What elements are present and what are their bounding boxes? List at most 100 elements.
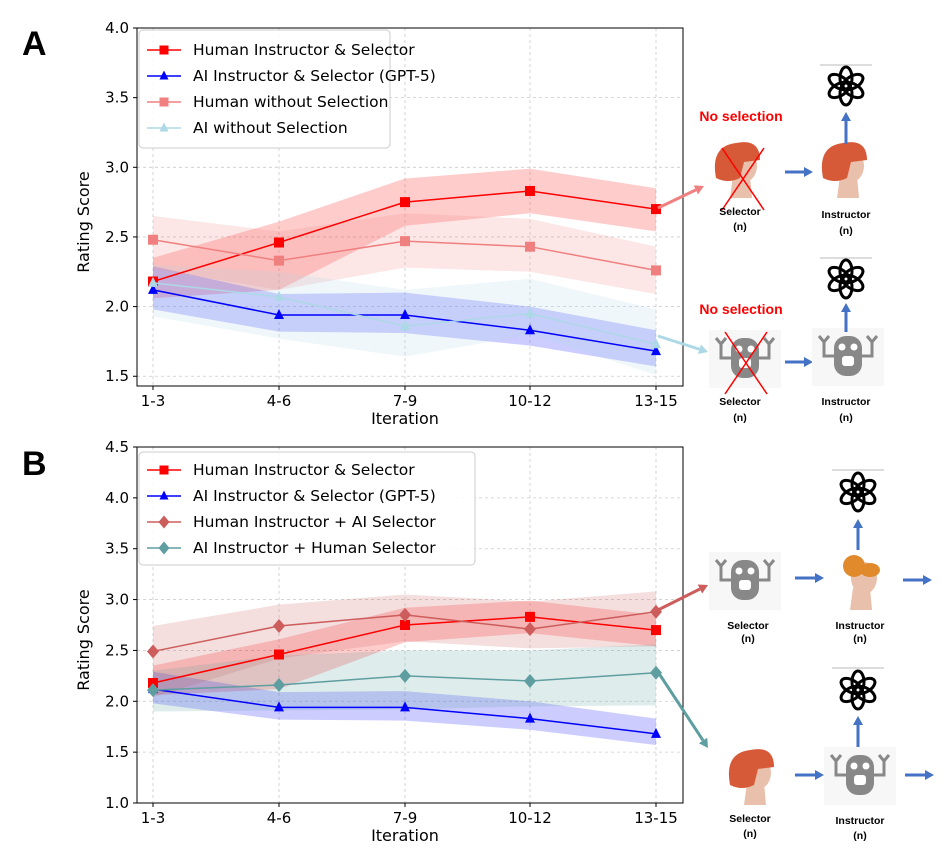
diagram-label: Instructor (835, 815, 884, 827)
robot-arm (759, 344, 771, 360)
x-tick-label: 13-15 (634, 809, 678, 827)
data-point (159, 45, 169, 55)
x-axis-label: Iteration (371, 826, 439, 845)
robot-eye (747, 345, 755, 353)
legend-label: Human Instructor & Selector (193, 41, 415, 59)
data-point (400, 197, 410, 208)
robot-hand (714, 559, 728, 569)
logo-petal (827, 265, 851, 285)
connector-arrow (656, 671, 708, 748)
diagram-label: Selector (719, 206, 760, 218)
y-tick-label: 3.0 (105, 591, 129, 609)
data-point (147, 644, 159, 659)
y-axis-label: Rating Score (74, 171, 93, 272)
confidence-band (153, 264, 656, 375)
arrow-head (841, 303, 851, 312)
confidence-band (153, 213, 656, 295)
robot-arm (874, 761, 886, 777)
y-tick-label: 3.0 (105, 158, 129, 176)
legend-label: AI Instructor & Selector (GPT-5) (193, 67, 436, 85)
data-point (525, 324, 535, 335)
hair (821, 142, 867, 181)
diagram-label: Instructor (835, 620, 884, 632)
data-point (400, 320, 410, 331)
confidence-band (153, 168, 656, 299)
data-point (524, 622, 536, 637)
diagram-label: (n) (733, 412, 746, 424)
data-point (274, 308, 284, 319)
arrow-head (853, 716, 863, 725)
arrow-head (804, 357, 813, 367)
arrow-head (923, 575, 932, 585)
data-point (148, 283, 158, 294)
y-tick-label: 2.5 (105, 641, 129, 659)
data-point (651, 345, 661, 356)
diagram-label: (n) (733, 221, 746, 233)
data-point (158, 515, 170, 529)
x-tick-label: 7-9 (393, 392, 418, 410)
arrow-head (815, 770, 824, 780)
y-tick-label: 2.0 (105, 298, 129, 316)
logo-petal (827, 72, 851, 92)
data-point (651, 204, 661, 215)
robot-hand (714, 337, 728, 347)
legend-label: Human Instructor & Selector (193, 461, 415, 479)
data-point (159, 97, 169, 107)
y-tick-label: 4.0 (105, 19, 129, 37)
data-point (651, 265, 661, 276)
hair (843, 555, 865, 577)
legend: Human Instructor & Selector AI Instructor… (138, 29, 436, 149)
series-2 (147, 604, 662, 659)
robot-arm (719, 566, 731, 582)
legend-box (138, 451, 476, 566)
human-icon (843, 555, 880, 610)
flow-arrow (785, 167, 813, 177)
data-point (274, 255, 284, 266)
diagram-label: (n) (839, 225, 852, 237)
diagram-label: Selector (729, 813, 770, 825)
flow-arrow (903, 575, 932, 585)
openai-logo-icon (832, 469, 884, 513)
hair (714, 142, 760, 181)
arrow-head (697, 584, 708, 594)
flow-arrow (785, 357, 813, 367)
robot-arm (862, 342, 874, 358)
flow-arrow (841, 112, 851, 144)
data-point (400, 701, 410, 712)
y-tick-label: 4.5 (105, 438, 129, 456)
connector-arrow (657, 185, 704, 210)
y-tick-label: 1.0 (105, 794, 129, 812)
robot-mouth (842, 356, 854, 366)
legend-label: AI Instructor & Selector (GPT-5) (193, 487, 436, 505)
human-icon (714, 142, 760, 198)
flow-arrow (795, 770, 824, 780)
robot-arm (834, 761, 846, 777)
x-tick-label: 1-3 (141, 392, 166, 410)
data-point (525, 611, 535, 622)
openai-logo-icon (820, 64, 872, 107)
data-point (159, 465, 169, 475)
data-point (399, 668, 411, 683)
human-icon (821, 142, 867, 198)
arrow-shaft (657, 587, 701, 612)
data-point (651, 338, 661, 349)
data-point (274, 237, 284, 248)
connector-arrow (657, 334, 708, 355)
y-tick-label: 2.0 (105, 692, 129, 710)
cross-line (721, 147, 765, 211)
x-tick-label: 1-3 (141, 809, 166, 827)
diagram-label: (n) (839, 412, 852, 424)
y-tick-label: 2.5 (105, 228, 129, 246)
legend-label: Human without Selection (193, 93, 388, 111)
diagram-label: Instructor (821, 209, 870, 221)
series-0 (148, 611, 661, 688)
legend-label: AI without Selection (193, 119, 348, 137)
x-tick-label: 10-12 (508, 809, 552, 827)
x-tick-label: 10-12 (508, 392, 552, 410)
robot-hand (865, 335, 879, 345)
data-point (148, 234, 158, 245)
series-3 (148, 276, 661, 349)
data-point (651, 727, 661, 738)
robot-eye (838, 343, 846, 351)
